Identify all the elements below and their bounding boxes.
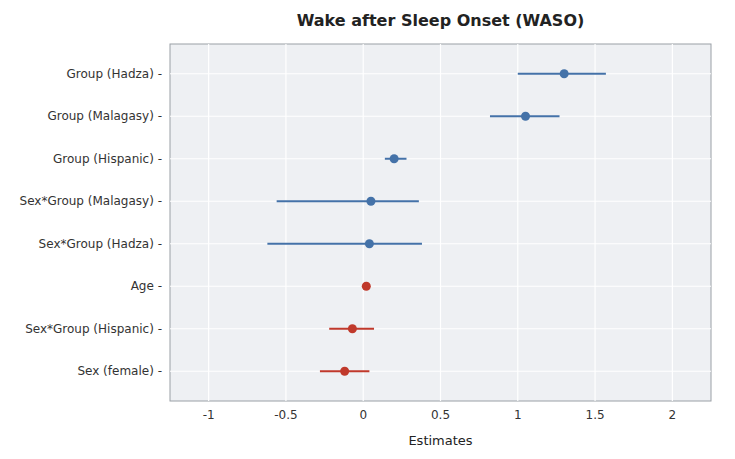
estimate-point <box>362 282 371 291</box>
y-grid-line <box>170 328 711 329</box>
x-tick-label: 1.5 <box>586 408 605 422</box>
x-grid-line <box>672 44 673 401</box>
y-grid-line <box>170 158 711 159</box>
y-tick-label: Sex*Group (Malagasy) - <box>20 194 162 208</box>
x-grid-line <box>208 44 209 401</box>
y-grid-line <box>170 286 711 287</box>
x-tick-label: 2 <box>669 408 677 422</box>
x-tick-label: -0.5 <box>274 408 297 422</box>
estimate-point <box>560 69 569 78</box>
y-tick-label: Sex*Group (Hispanic) - <box>25 322 162 336</box>
y-tick-label: Group (Hispanic) - <box>53 152 162 166</box>
x-tick-label: 0 <box>359 408 367 422</box>
x-grid-line <box>594 44 595 401</box>
x-grid-line <box>285 44 286 401</box>
chart: -1 -0.5 0 0.5 1 1.5 2 Group (Hadza) - Group (Mal… <box>0 0 735 459</box>
interval <box>267 243 422 245</box>
y-grid-line <box>170 243 711 244</box>
y-grid-line <box>170 116 711 117</box>
y-tick-label: Age - <box>131 279 162 293</box>
y-grid-line <box>170 371 711 372</box>
estimate-point <box>340 367 349 376</box>
title: Wake after Sleep Onset (WASO) <box>297 11 585 30</box>
x-tick-label: 0.5 <box>431 408 450 422</box>
y-grid-line <box>170 73 711 74</box>
x-grid-line <box>363 44 364 401</box>
x-axis-label: Estimates <box>408 433 472 448</box>
x-tick-label: -1 <box>203 408 215 422</box>
interval <box>277 200 419 202</box>
grid <box>170 44 711 401</box>
estimate-point <box>521 112 530 121</box>
estimate-point <box>348 324 357 333</box>
y-grid-line <box>170 201 711 202</box>
series <box>267 69 606 376</box>
y-tick-label: Sex*Group (Hadza) - <box>39 237 162 251</box>
estimate-point <box>366 197 375 206</box>
estimate-point <box>365 239 374 248</box>
x-grid-line <box>440 44 441 401</box>
y-tick-label: Sex (female) - <box>77 364 162 378</box>
x-tick-label: 1 <box>514 408 522 422</box>
x-grid-line <box>517 44 518 401</box>
plot-area <box>170 44 711 401</box>
y-tick-label: Group (Hadza) - <box>66 67 162 81</box>
y-tick-label: Group (Malagasy) - <box>47 109 162 123</box>
estimate-point <box>390 154 399 163</box>
